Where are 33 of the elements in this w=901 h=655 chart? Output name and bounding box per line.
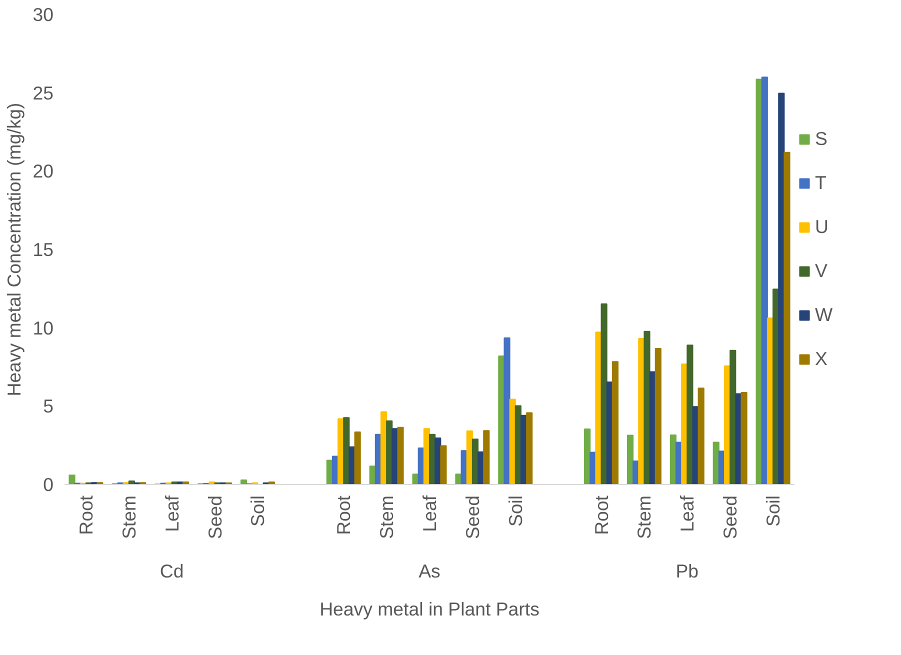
- text: Cd: [160, 560, 184, 582]
- y-tick-label: 0: [43, 474, 54, 495]
- legend-label: X: [815, 348, 828, 370]
- x-axis-title: Heavy metal in Plant Parts: [320, 598, 540, 620]
- y-tick-label: 10: [32, 317, 54, 338]
- y-tick-label: 15: [32, 239, 54, 260]
- x-tick-label: Soil: [762, 496, 784, 527]
- y-tick-label: 5: [43, 396, 54, 417]
- x-tick-label: Seed: [462, 495, 483, 540]
- legend-label: V: [815, 260, 828, 282]
- x-tick-label: Root: [333, 494, 354, 535]
- legend-label: T: [815, 172, 828, 194]
- x-tick-label: Seed: [720, 495, 741, 540]
- x-tick-label: Root: [590, 494, 612, 535]
- legend-label: W: [815, 304, 834, 326]
- x-tick-label: Leaf: [161, 494, 182, 532]
- x-tick-label: Soil: [247, 496, 268, 527]
- y-tick-label: 25: [32, 82, 54, 104]
- legend-label: U: [815, 216, 830, 238]
- x-tick-label: Root: [75, 494, 96, 535]
- legend-label: S: [815, 128, 828, 150]
- x-tick-label: Leaf: [419, 494, 440, 532]
- x-tick-label: Stem: [376, 495, 398, 540]
- x-tick-label: Seed: [204, 495, 226, 540]
- text: As: [418, 560, 440, 582]
- y-axis-title: Heavy metal Concentration (mg/kg): [4, 102, 25, 396]
- x-tick-label: Stem: [118, 495, 140, 540]
- x-tick-label: Leaf: [676, 494, 698, 532]
- y-tick-label: 30: [32, 4, 54, 25]
- x-tick-label: Stem: [634, 495, 655, 540]
- text: Pb: [676, 560, 699, 582]
- x-tick-label: Soil: [504, 496, 526, 527]
- y-tick-label: 20: [32, 160, 54, 182]
